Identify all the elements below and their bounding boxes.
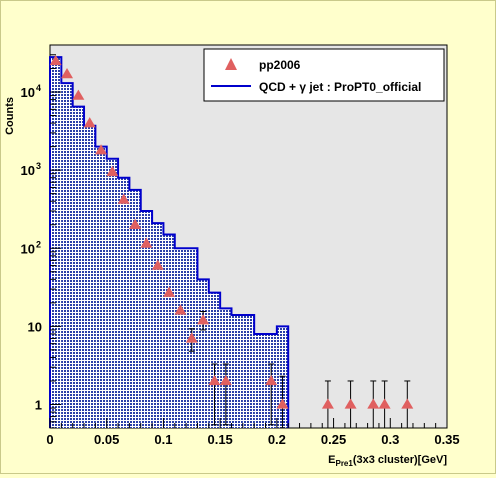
data-point bbox=[95, 144, 108, 155]
data-point bbox=[185, 332, 198, 343]
x-tick-label: 0.3 bbox=[381, 432, 399, 447]
y-tick-label: 10 bbox=[28, 319, 42, 334]
legend-label: pp2006 bbox=[259, 58, 301, 72]
legend-triangle-icon bbox=[225, 58, 237, 70]
data-point bbox=[401, 398, 414, 409]
data-point bbox=[61, 68, 74, 79]
histogram-bin bbox=[84, 125, 96, 428]
y-tick-label: 10 bbox=[21, 163, 35, 178]
histogram-bin bbox=[118, 177, 130, 428]
data-point bbox=[219, 374, 232, 386]
data-point bbox=[321, 398, 334, 409]
histogram-bin bbox=[129, 189, 141, 428]
y-tick-exponent: 4 bbox=[36, 83, 41, 93]
histogram-bin bbox=[208, 292, 221, 428]
histogram-bin bbox=[197, 279, 209, 428]
data-point bbox=[208, 374, 221, 386]
x-tick-label: 0.2 bbox=[268, 432, 286, 447]
data-point bbox=[49, 54, 62, 66]
x-tick-label: 0 bbox=[46, 432, 53, 447]
histogram-bin bbox=[140, 210, 153, 428]
data-point bbox=[276, 398, 289, 409]
y-axis-title: Counts bbox=[4, 97, 16, 135]
histogram-bin bbox=[174, 248, 187, 428]
x-axis-title: EPre1(3x3 cluster)[GeV] bbox=[328, 454, 447, 468]
data-point bbox=[129, 218, 142, 229]
histogram-bin bbox=[152, 223, 164, 428]
data-point bbox=[265, 374, 278, 386]
histogram-bin bbox=[242, 314, 255, 428]
axes-layer bbox=[49, 44, 448, 429]
histogram-bin bbox=[106, 158, 119, 428]
data-point bbox=[344, 398, 357, 409]
data-point bbox=[174, 304, 187, 315]
points-layer bbox=[49, 54, 414, 429]
data-point bbox=[83, 117, 96, 128]
legend: pp2006 QCD + γ jet : ProPT0_official bbox=[203, 48, 445, 102]
data-point bbox=[106, 165, 119, 177]
x-tick-label: 0.25 bbox=[321, 432, 346, 447]
histogram-bin bbox=[163, 234, 175, 428]
y-tick-exponent: 2 bbox=[36, 239, 41, 249]
x-tick-label: 0.1 bbox=[154, 432, 172, 447]
legend-box bbox=[203, 48, 445, 102]
histogram-bin bbox=[61, 83, 73, 428]
data-point bbox=[197, 314, 210, 325]
data-point bbox=[378, 398, 391, 409]
x-tick-label: 0.15 bbox=[207, 432, 232, 447]
y-tick-label: 1 bbox=[35, 397, 42, 412]
legend-label: QCD + γ jet : ProPT0_official bbox=[259, 80, 421, 94]
histogram-outline bbox=[49, 56, 290, 428]
y-tick-label: 10 bbox=[21, 241, 35, 256]
y-tick-exponent: 3 bbox=[36, 161, 41, 171]
data-point bbox=[72, 89, 85, 100]
data-point bbox=[151, 259, 164, 270]
histogram-bin bbox=[254, 333, 266, 428]
x-tick-label: 0.35 bbox=[434, 432, 459, 447]
data-point bbox=[117, 193, 130, 204]
data-point bbox=[367, 398, 380, 409]
histogram-bin bbox=[231, 314, 243, 428]
data-point bbox=[140, 237, 153, 248]
y-tick-label: 10 bbox=[21, 85, 35, 100]
histogram-bin bbox=[72, 106, 85, 428]
x-tick-label: 0.05 bbox=[94, 432, 119, 447]
data-point bbox=[163, 286, 176, 297]
histogram-bin bbox=[95, 146, 107, 428]
histogram-bin bbox=[50, 57, 62, 429]
